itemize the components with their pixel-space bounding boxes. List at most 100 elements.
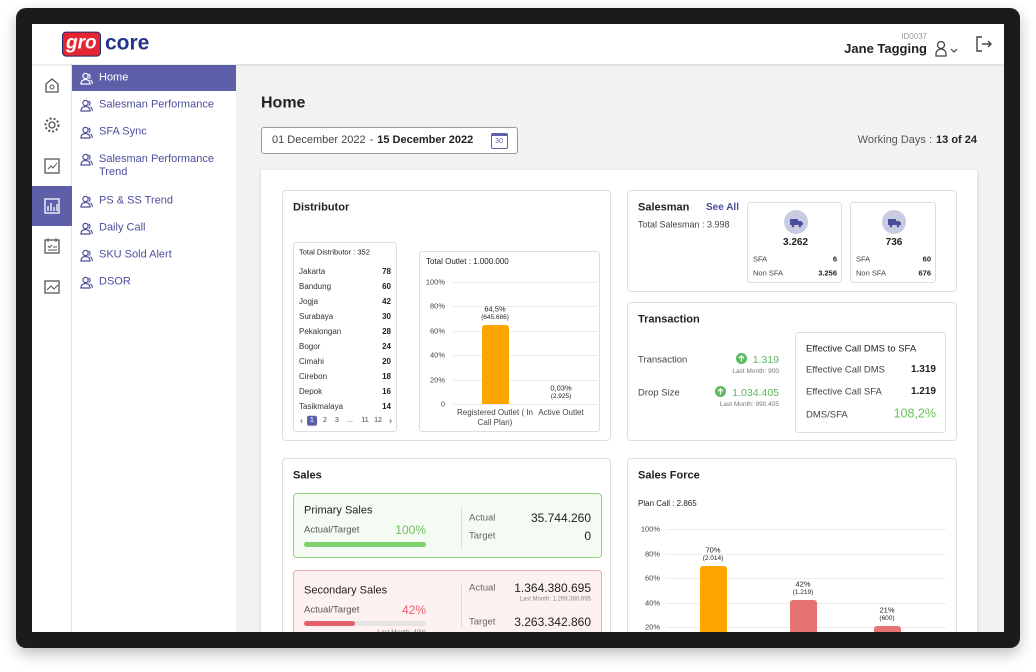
row-name: Bandung: [299, 282, 332, 292]
screen: gro core ID0037 Jane Tagging Home Salesman Pe…: [32, 24, 1004, 632]
main: Home 01 December 2022-15 December 2022 30 W…: [236, 64, 1004, 632]
page-next[interactable]: ›: [389, 415, 392, 426]
calendar-icon: 30: [491, 133, 508, 149]
menu-item[interactable]: SKU Sold Alert: [99, 248, 172, 261]
menu-item[interactable]: DSOR: [99, 275, 131, 288]
row-count: 78: [382, 267, 391, 277]
sales-card: Sales Primary Sales Actual/Target 100% Actua…: [282, 458, 611, 632]
logo-core: core: [105, 31, 150, 55]
page-number[interactable]: 2: [323, 416, 327, 424]
text: Working Days :: [857, 134, 933, 146]
menu-item[interactable]: Daily Call: [99, 221, 146, 234]
page-number[interactable]: 1: [307, 415, 317, 427]
value-label: 42%: [795, 579, 811, 589]
grid-line: [666, 529, 946, 530]
count-label: (600): [879, 614, 895, 622]
menu-icon-glyph: [80, 72, 93, 85]
menu-icon-glyph: [80, 126, 93, 139]
metric-value: 1.034.405: [732, 387, 779, 399]
transaction-card: Transaction Transaction 1.319 Last Month: 9…: [627, 302, 957, 441]
bar: [789, 600, 817, 632]
rail-icon-glyph: [44, 198, 60, 214]
menu-item[interactable]: SFA Sync: [99, 125, 147, 138]
chart-title: Total Outlet : 1.000.000: [426, 257, 509, 267]
menu-item[interactable]: Salesman Performance Trend: [99, 152, 214, 178]
value-label: 70%: [705, 545, 721, 555]
page-number[interactable]: 11: [361, 416, 369, 424]
salesman-card: Salesman See All Total Salesman : 3.998 3.2…: [627, 190, 957, 292]
group-row-label: Non SFA: [753, 268, 784, 278]
group-row-value: 676: [918, 268, 931, 278]
rail-icon-glyph: [44, 158, 60, 174]
actual-value: 35.744.260: [530, 510, 591, 525]
metric-value: 1.319: [752, 354, 779, 366]
salesman-group: 3.262 SFA 6 Non SFA 3.256: [747, 202, 842, 283]
menu-icon-glyph: [80, 153, 93, 166]
page-number[interactable]: 3: [335, 416, 339, 424]
ec-value: 1.219: [910, 386, 936, 397]
group-row-value: 3.256: [818, 268, 837, 278]
page-number[interactable]: 12: [374, 416, 382, 424]
up-icon: [715, 384, 727, 402]
distributor-card: Distributor Total Distributor : 352 Jakart…: [282, 190, 611, 441]
group-row-label: SFA: [753, 254, 768, 264]
ec-label: Effective Call SFA: [806, 386, 882, 398]
grid-line: [452, 306, 597, 308]
grid-line: [666, 578, 946, 579]
truck-glyph: [789, 219, 803, 228]
ec-ratio-value: 108,2%: [893, 406, 936, 421]
icon-rail-active: [32, 186, 72, 226]
progress-fill: [304, 542, 426, 547]
rail-icon-glyph: [44, 117, 60, 133]
count-label: (645.686): [481, 314, 509, 322]
row-name: Jogja: [299, 297, 319, 307]
panel: Distributor Total Distributor : 352 Jakart…: [261, 170, 977, 632]
actual-label: Actual: [469, 512, 496, 524]
text: -: [369, 134, 374, 146]
calendar-day: 30: [495, 137, 503, 145]
menu-item[interactable]: Salesman Performance: [99, 98, 214, 111]
x-tick-label: Active Outlet: [538, 408, 584, 417]
y-tick-label: 20%: [429, 375, 445, 385]
row-count: 14: [382, 402, 391, 412]
ratio-label: Actual/Target: [304, 604, 360, 616]
actual-value: 1.364.380.695: [514, 580, 591, 595]
menu-icon-glyph: [80, 249, 93, 262]
group-row-label: SFA: [856, 254, 871, 264]
grid-line: [452, 282, 597, 283]
page-number[interactable]: ...: [347, 416, 353, 424]
grid-line: [666, 553, 946, 555]
date-range[interactable]: 01 December 2022-15 December 2022 30: [261, 127, 518, 154]
grid-line: [452, 330, 597, 332]
user-name: Jane Tagging: [844, 41, 927, 57]
rail-icon-glyph: [44, 280, 60, 294]
secondary-sales-box: Secondary Sales Actual/Target 42% Actual 1.3…: [293, 570, 602, 632]
card-title: Transaction: [638, 313, 700, 326]
menu-item[interactable]: PS & SS Trend: [99, 194, 173, 207]
see-all-link[interactable]: See All: [706, 202, 739, 213]
menu-active: [72, 65, 236, 91]
bar: [481, 325, 509, 404]
group-row-value: 6: [832, 254, 837, 264]
logo-gro: gro: [62, 31, 101, 57]
page-prev[interactable]: ‹: [300, 415, 303, 426]
target-value: 0: [584, 528, 591, 543]
row-name: Cimahi: [299, 357, 324, 367]
primary-sales-box: Primary Sales Actual/Target 100% Actual 35.7…: [293, 493, 602, 558]
count-label: (2.014): [702, 554, 724, 562]
card-title: Distributor: [293, 201, 350, 214]
rail-icon-glyph: [45, 78, 59, 93]
card-title: Sales Force: [638, 469, 700, 482]
divider: [461, 583, 462, 627]
y-tick-label: 80%: [644, 549, 660, 558]
percent-label: 100%: [395, 522, 426, 537]
y-tick-label: 60%: [644, 573, 660, 583]
ec-value: 1.319: [910, 364, 936, 375]
value-label: 0,03%: [550, 383, 572, 393]
header: gro core ID0037 Jane Tagging: [32, 24, 1004, 64]
menu-item[interactable]: Home: [99, 71, 129, 84]
target-label: Target: [469, 616, 496, 628]
total-salesman: Total Salesman : 3.998: [638, 219, 730, 230]
sales-title: Secondary Sales: [304, 584, 388, 597]
